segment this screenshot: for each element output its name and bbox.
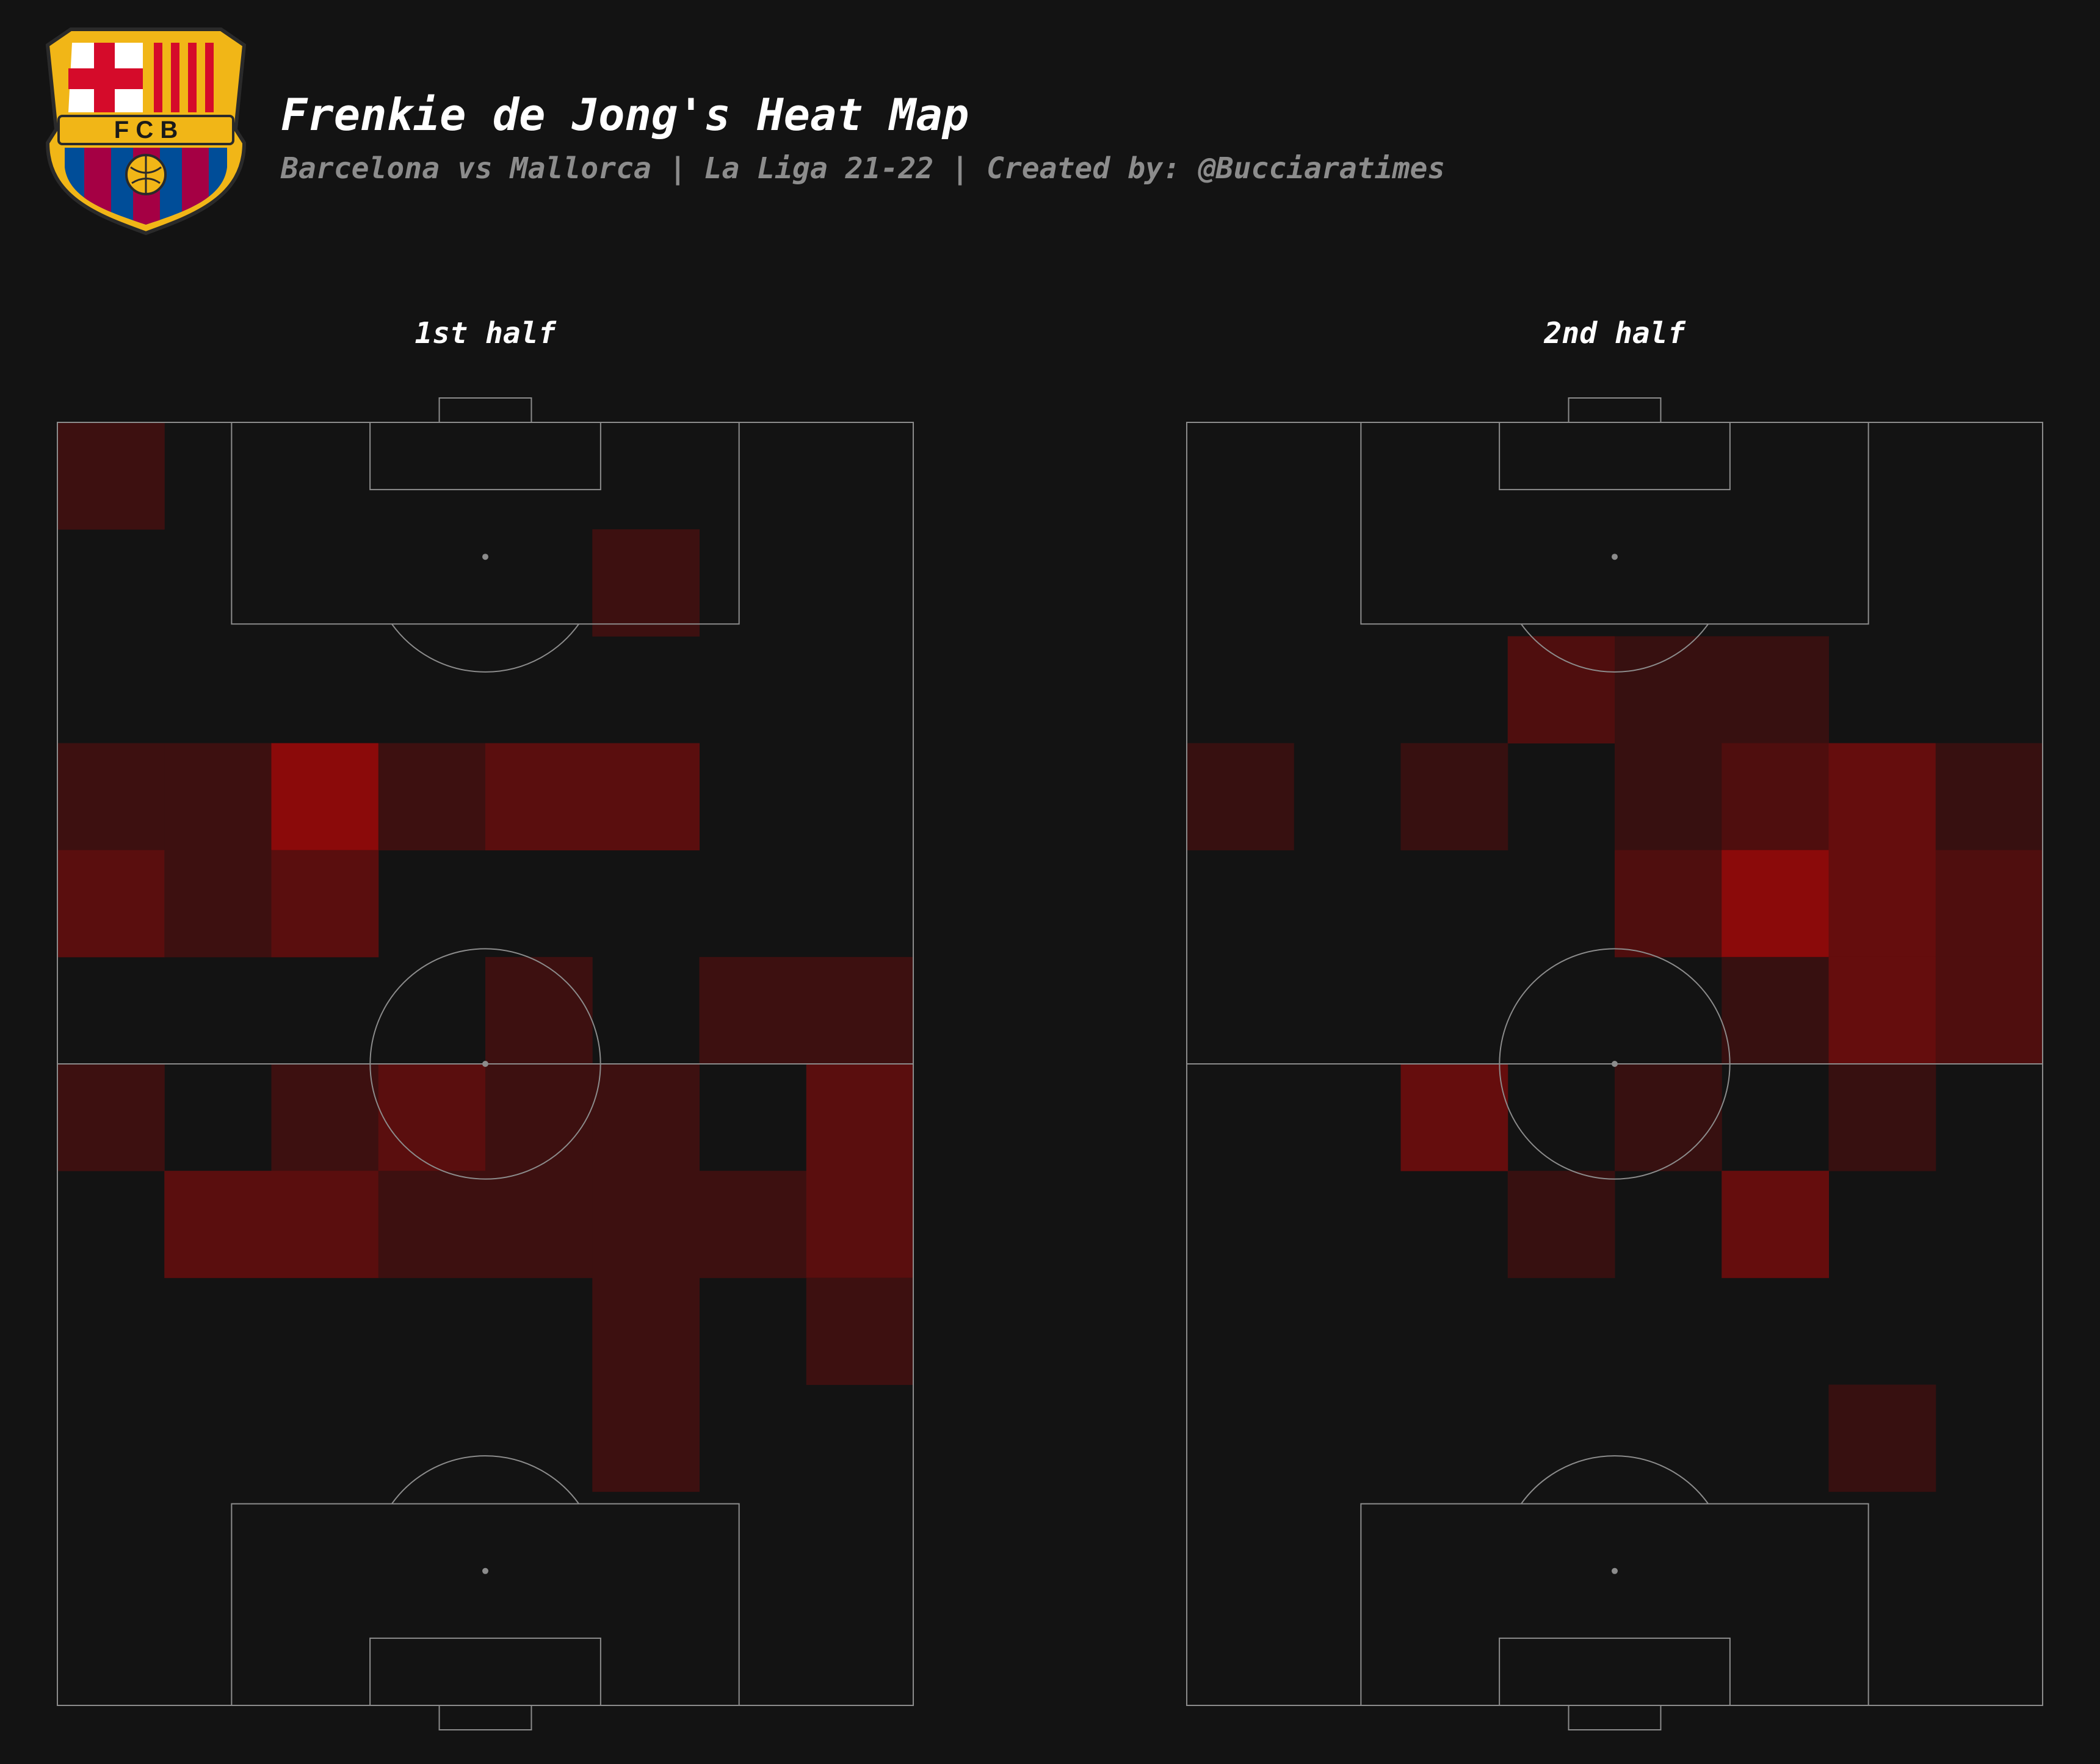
penalty-area-2-bottom xyxy=(1360,1503,1869,1707)
heat-cell-p2-r2-c5 xyxy=(1722,636,1829,743)
penalty-spot-1-top xyxy=(482,554,488,560)
heat-cell-p1-r5-c6 xyxy=(699,956,807,1065)
page-title: Frenkie de Jong's Heat Map xyxy=(281,89,969,140)
heat-cell-p1-r4-c1 xyxy=(164,850,272,958)
heat-cell-p1-r6-c7 xyxy=(806,1064,914,1171)
heat-cell-p1-r6-c0 xyxy=(57,1064,165,1171)
penalty-arc-2-bottom xyxy=(1520,1455,1709,1505)
penalty-arc-2-top xyxy=(1520,623,1709,673)
penalty-area-1-bottom xyxy=(231,1503,740,1707)
heat-cell-p1-r7-c2 xyxy=(271,1171,379,1278)
penalty-spot-2-top xyxy=(1612,554,1618,560)
heat-cell-p1-r7-c1 xyxy=(164,1171,272,1278)
page-subtitle: Barcelona vs Mallorca | La Liga 21-22 | … xyxy=(281,151,1446,186)
heat-cell-p2-r3-c0 xyxy=(1187,743,1294,851)
heat-cell-p1-r4-c2 xyxy=(271,850,379,958)
heat-cell-p2-r6-c2 xyxy=(1400,1064,1508,1171)
goal-2-top xyxy=(1568,397,1662,423)
heat-cell-p2-r3-c7 xyxy=(1935,743,2043,851)
heat-cell-p1-r7-c6 xyxy=(699,1171,807,1278)
fcb-crest-logo: F C B xyxy=(45,27,247,236)
heat-cell-p1-r3-c3 xyxy=(378,743,486,851)
heat-cell-p1-r7-c3 xyxy=(378,1171,486,1278)
heat-cell-p2-r7-c5 xyxy=(1722,1171,1829,1278)
heat-cell-p1-r3-c4 xyxy=(485,743,593,851)
heat-cell-p2-r6-c6 xyxy=(1828,1064,1936,1171)
heat-cell-p2-r7-c3 xyxy=(1507,1171,1615,1278)
heat-cell-p1-r6-c5 xyxy=(592,1064,700,1171)
heat-cell-p2-r4-c6 xyxy=(1828,850,1936,958)
heat-cell-p2-r3-c6 xyxy=(1828,743,1936,851)
heat-cell-p2-r2-c3 xyxy=(1507,636,1615,743)
heat-cell-p2-r3-c4 xyxy=(1615,743,1722,851)
heat-cell-p1-r3-c0 xyxy=(57,743,165,851)
penalty-spot-2-bottom xyxy=(1612,1567,1618,1574)
penalty-arc-1-top xyxy=(391,623,579,673)
second-half-label: 2nd half xyxy=(1544,316,1685,350)
heat-cell-p1-r0-c0 xyxy=(57,422,165,530)
goal-area-1-top xyxy=(369,422,601,491)
goal-1-top xyxy=(438,397,532,423)
penalty-spot-1-bottom xyxy=(482,1567,488,1574)
heat-cell-p2-r5-c5 xyxy=(1722,956,1829,1065)
goal-area-1-bottom xyxy=(369,1637,601,1707)
centre-spot-1 xyxy=(482,1061,488,1067)
goal-area-2-top xyxy=(1499,422,1731,491)
heat-cell-p1-r3-c2 xyxy=(271,743,379,851)
centre-spot-2 xyxy=(1612,1061,1618,1067)
centre-circle-1 xyxy=(369,948,601,1180)
heat-cell-p1-r5-c4 xyxy=(485,956,593,1065)
crest-letters: F C B xyxy=(114,117,178,143)
heat-cell-p1-r3-c1 xyxy=(164,743,272,851)
heat-cell-p1-r6-c2 xyxy=(271,1064,379,1171)
heat-cell-p2-r4-c5 xyxy=(1722,850,1829,958)
heat-cell-p1-r5-c7 xyxy=(806,956,914,1065)
heat-cell-p1-r6-c4 xyxy=(485,1064,593,1171)
heat-cell-p2-r5-c6 xyxy=(1828,956,1936,1065)
penalty-arc-1-bottom xyxy=(391,1455,579,1505)
heat-cell-p1-r9-c5 xyxy=(592,1384,700,1492)
heat-cell-p1-r7-c5 xyxy=(592,1171,700,1278)
goal-1-bottom xyxy=(438,1705,532,1730)
penalty-area-2-top xyxy=(1360,422,1869,625)
heat-cell-p2-r6-c4 xyxy=(1615,1064,1722,1171)
heat-cell-p2-r5-c7 xyxy=(1935,956,2043,1065)
heat-cell-p1-r7-c7 xyxy=(806,1171,914,1278)
first-half-label: 1st half xyxy=(415,316,556,350)
heat-cell-p1-r3-c5 xyxy=(592,743,700,851)
centre-circle-2 xyxy=(1499,948,1731,1180)
heat-cell-p1-r4-c0 xyxy=(57,850,165,958)
heat-cell-p2-r3-c2 xyxy=(1400,743,1508,851)
heat-cell-p1-r8-c5 xyxy=(592,1278,700,1385)
heat-cell-p2-r9-c6 xyxy=(1828,1384,1936,1492)
heat-cell-p2-r4-c4 xyxy=(1615,850,1722,958)
heat-cell-p1-r8-c7 xyxy=(806,1278,914,1385)
heat-cell-p2-r3-c5 xyxy=(1722,743,1829,851)
heat-cell-p2-r2-c4 xyxy=(1615,636,1722,743)
heat-cell-p2-r4-c7 xyxy=(1935,850,2043,958)
goal-area-2-bottom xyxy=(1499,1637,1731,1707)
goal-2-bottom xyxy=(1568,1705,1662,1730)
heat-cell-p1-r7-c4 xyxy=(485,1171,593,1278)
heat-cell-p1-r6-c3 xyxy=(378,1064,486,1171)
heat-cell-p1-r1-c5 xyxy=(592,529,700,637)
